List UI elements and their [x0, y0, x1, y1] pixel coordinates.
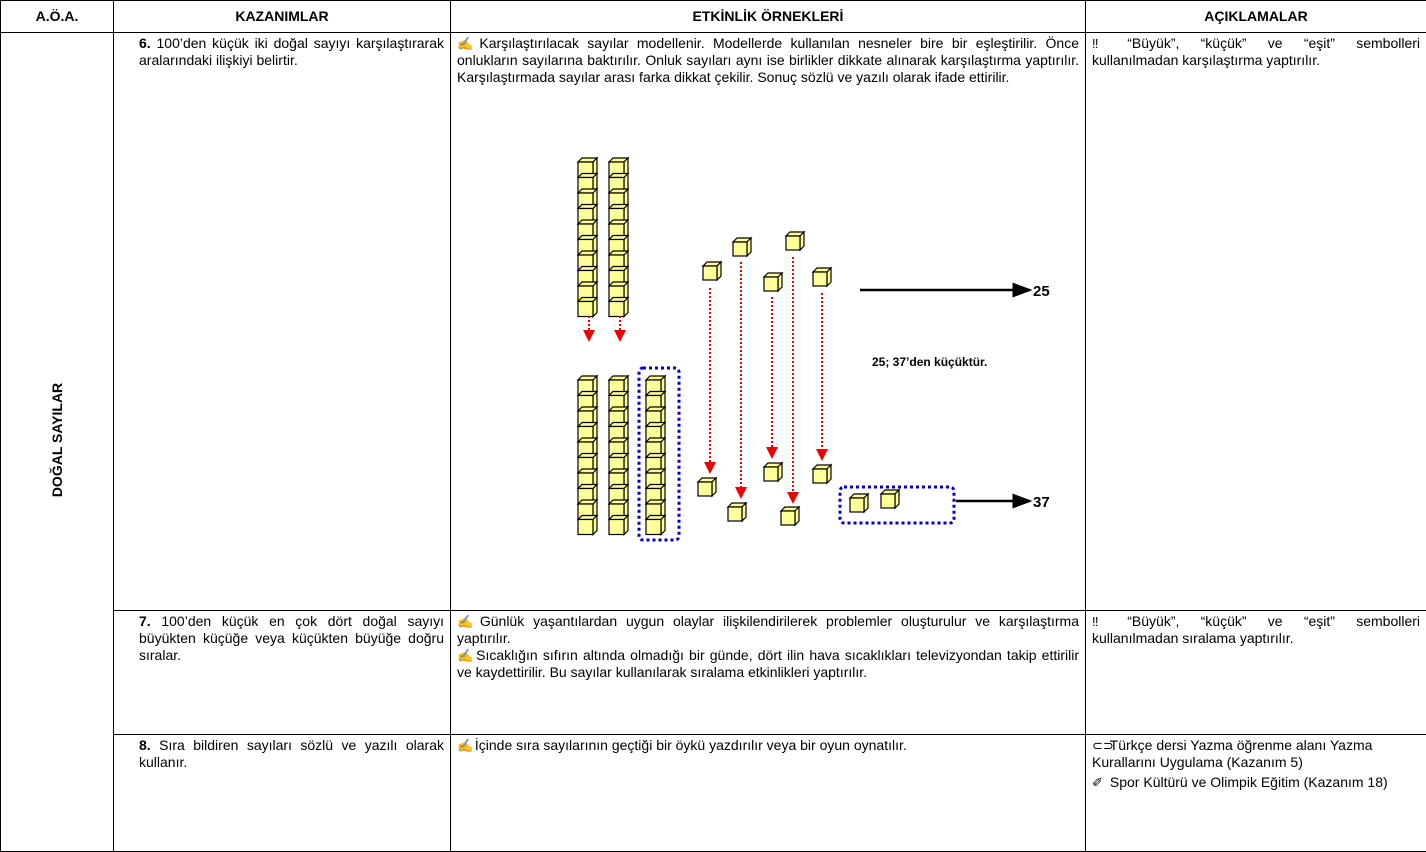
aciklama-cell: ⊂⊃ Türkçe dersi Yazma öğrenme alanı Yazm…	[1086, 735, 1426, 852]
aciklama-text: “Büyük”, “küçük” ve “eşit” sembolleri ku…	[1092, 613, 1420, 646]
etkinlik-cell: ✍ Günlük yaşantılardan uygun olaylar ili…	[451, 611, 1086, 735]
header-cell: AÇIKLAMALAR	[1086, 1, 1426, 33]
kazanim-text: 100’den küçük en çok dört doğal sayıyı b…	[139, 613, 444, 663]
etkinlik-cell: ✍ İçinde sıra sayılarının geçtiği bir öy…	[451, 735, 1086, 852]
aciklama-text: Türkçe dersi Yazma öğrenme alanı Yazma K…	[1092, 737, 1372, 770]
kazanim-number: 7.	[139, 613, 151, 629]
aciklama-cell: ‼ “Büyük”, “küçük” ve “eşit” sembolleri …	[1086, 33, 1426, 611]
etkinlik-text: İçinde sıra sayılarının geçtiği bir öykü…	[475, 737, 907, 753]
aciklama-text: “Büyük”, “küçük” ve “eşit” sembolleri ku…	[1092, 35, 1420, 68]
etkinlik-text: Günlük yaşantılardan uygun olaylar ilişk…	[457, 613, 1079, 646]
kazanim-number: 6.	[139, 35, 151, 51]
header-cell: ETKİNLİK ÖRNEKLERİ	[451, 1, 1086, 33]
header-row: A.Ö.A. KAZANIMLAR ETKİNLİK ÖRNEKLERİ AÇI…	[1, 1, 1426, 33]
row: 6. 100’den küçük iki doğal sayıyı karşıl…	[1, 33, 1426, 611]
header-cell: A.Ö.A.	[1, 1, 114, 33]
area-label: DOĞAL SAYILAR	[49, 383, 65, 497]
kazanim-cell: 7. 100’den küçük en çok dört doğal sayıy…	[114, 611, 451, 735]
aciklama-cell: ‼ “Büyük”, “küçük” ve “eşit” sembolleri …	[1086, 611, 1426, 735]
etkinlik-text: Karşılaştırılacak sayılar modellenir. Mo…	[457, 35, 1079, 85]
kazanim-cell: 6. 100’den küçük iki doğal sayıyı karşıl…	[114, 33, 451, 611]
kazanim-cell: 8. Sıra bildiren sayıları sözlü ve yazıl…	[114, 735, 451, 852]
aciklama-text: Spor Kültürü ve Olimpik Eğitim (Kazanım …	[1110, 774, 1388, 790]
kazanim-text: Sıra bildiren sayıları sözlü ve yazılı o…	[139, 737, 444, 770]
row: 7. 100’den küçük en çok dört doğal sayıy…	[1, 611, 1426, 735]
etkinlik-text: Sıcaklığın sıfırın altında olmadığı bir …	[457, 647, 1079, 680]
header-cell: KAZANIMLAR	[114, 1, 451, 33]
row: 8. Sıra bildiren sayıları sözlü ve yazıl…	[1, 735, 1426, 852]
kazanim-number: 8.	[139, 737, 151, 753]
etkinlik-cell: ✍ Karşılaştırılacak sayılar modellenir. …	[451, 33, 1086, 611]
kazanim-text: 100’den küçük iki doğal sayıyı karşılaşt…	[139, 35, 444, 68]
